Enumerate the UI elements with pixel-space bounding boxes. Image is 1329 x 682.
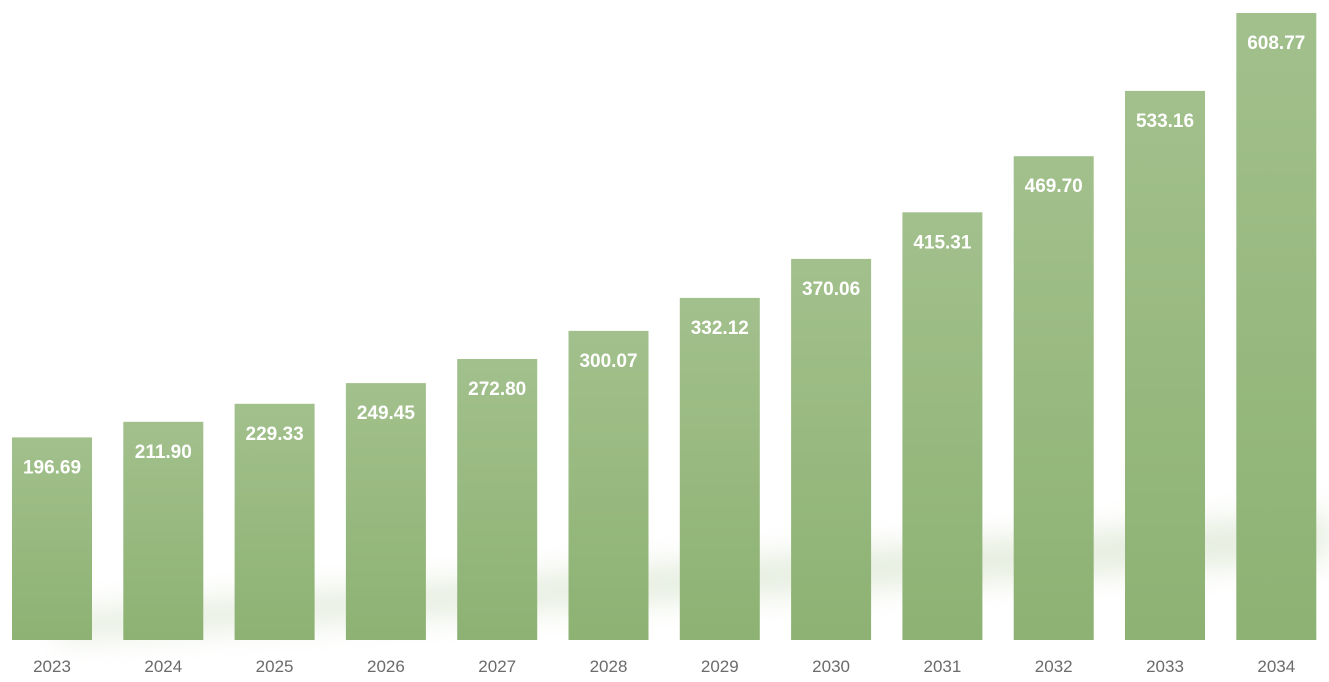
bar-value-label: 332.12 — [691, 318, 749, 339]
bar-labels-group: 196.69 211.90 229.33 249.45 272.80 300.07 332.… — [23, 33, 1305, 478]
bar-value-label: 370.06 — [802, 279, 860, 300]
bar-value-label: 249.45 — [357, 403, 416, 424]
bar-value-label: 196.69 — [23, 457, 81, 478]
x-tick-label: 2033 — [1146, 657, 1184, 676]
x-tick-label: 2026 — [367, 657, 405, 676]
x-axis-ticks: 2023 2024 2025 2026 2027 2028 2029 2030 2031 2032… — [33, 657, 1295, 676]
bar-value-label: 211.90 — [135, 442, 192, 463]
bar-2026 — [345, 383, 426, 640]
x-tick-label: 2028 — [590, 657, 628, 676]
bar-2027 — [457, 359, 538, 640]
bar-value-label: 608.77 — [1247, 33, 1305, 54]
bar-value-label: 272.80 — [468, 379, 526, 400]
bar-value-label: 415.31 — [913, 232, 972, 253]
bars-group — [12, 13, 1317, 641]
bar-2025 — [234, 403, 315, 640]
bar-2030 — [791, 258, 872, 640]
x-tick-label: 2032 — [1035, 657, 1073, 676]
bar-2029 — [679, 297, 760, 640]
bar-value-label: 229.33 — [246, 424, 304, 445]
x-tick-label: 2034 — [1257, 657, 1295, 676]
bar-2031 — [902, 212, 983, 641]
bar-2023 — [12, 437, 92, 640]
bar-value-label: 469.70 — [1025, 176, 1083, 197]
bar-2032 — [1013, 156, 1094, 640]
x-tick-label: 2029 — [701, 657, 739, 676]
bar-value-label: 300.07 — [579, 351, 637, 372]
x-tick-label: 2023 — [33, 657, 71, 676]
bar-2028 — [568, 330, 649, 640]
bar-value-label: 533.16 — [1136, 111, 1194, 132]
bar-2033 — [1125, 90, 1205, 640]
bar-2034 — [1236, 13, 1317, 640]
x-tick-label: 2024 — [144, 657, 182, 676]
bar-2024 — [123, 421, 204, 640]
x-tick-label: 2030 — [812, 657, 850, 676]
x-tick-label: 2027 — [478, 657, 516, 676]
x-tick-label: 2031 — [923, 657, 961, 676]
x-tick-label: 2025 — [256, 657, 294, 676]
